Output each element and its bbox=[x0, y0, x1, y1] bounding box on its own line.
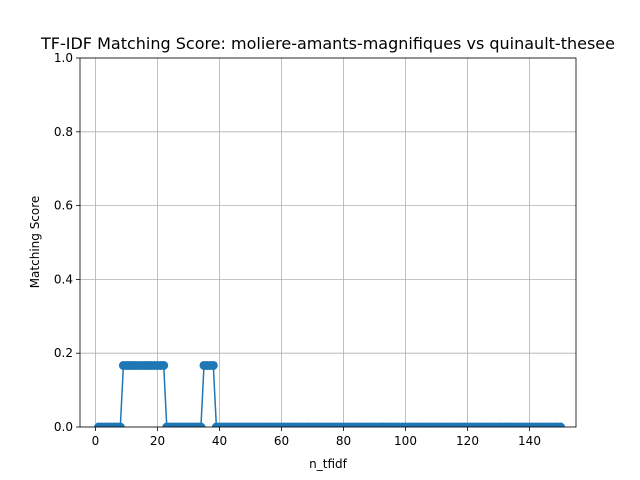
x-tick-label: 0 bbox=[92, 434, 100, 448]
x-tick-label: 40 bbox=[212, 434, 227, 448]
y-tick-label: 1.0 bbox=[54, 51, 73, 65]
ticks: 0 20 40 60 80 100 120 140 0.0 0.2 0.4 0.6 0.8 1.0 bbox=[54, 51, 541, 448]
x-tick-label: 120 bbox=[456, 434, 479, 448]
x-tick-label: 140 bbox=[518, 434, 541, 448]
y-axis-label: Matching Score bbox=[28, 196, 42, 289]
x-tick-label: 100 bbox=[394, 434, 417, 448]
chart-title: TF-IDF Matching Score: moliere-amants-ma… bbox=[40, 34, 615, 53]
y-tick-label: 0.0 bbox=[54, 420, 73, 434]
y-tick-label: 0.6 bbox=[54, 199, 73, 213]
series-matching-score bbox=[94, 360, 565, 427]
plot-frame bbox=[79, 57, 577, 428]
y-tick-label: 0.2 bbox=[54, 346, 73, 360]
x-tick-label: 60 bbox=[274, 434, 289, 448]
y-tick-label: 0.8 bbox=[54, 125, 73, 139]
data-point bbox=[115, 422, 125, 427]
x-axis-label: n_tfidf bbox=[309, 457, 347, 471]
data-point bbox=[196, 422, 206, 427]
data-point bbox=[208, 360, 218, 370]
y-tick-label: 0.4 bbox=[54, 272, 73, 286]
x-tick-label: 20 bbox=[150, 434, 165, 448]
data-point bbox=[159, 360, 169, 370]
x-tick-label: 80 bbox=[336, 434, 351, 448]
data-point bbox=[556, 422, 565, 427]
